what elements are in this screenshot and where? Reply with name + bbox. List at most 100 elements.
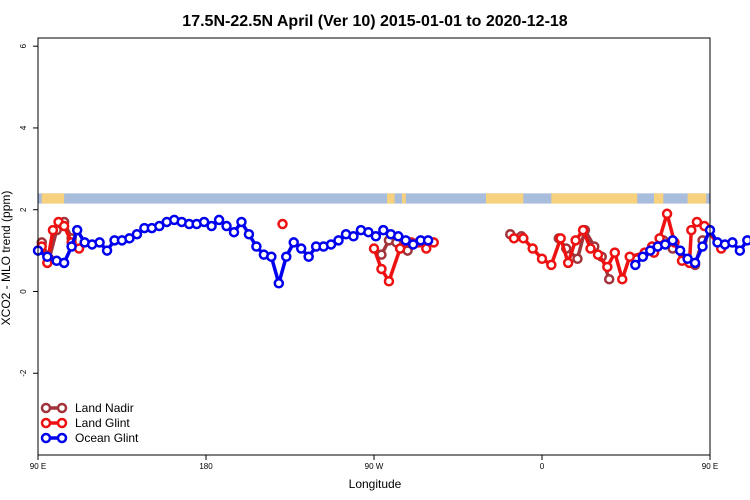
land-glint-point: [661, 208, 673, 220]
land-nadir-point: [572, 253, 583, 265]
ocean-glint-point: [58, 257, 70, 269]
land-glint-point: [536, 253, 548, 265]
ocean-glint-point: [101, 245, 113, 256]
y-axis-label: XCO2 - MLO trend (ppm): [0, 191, 13, 326]
ocean-glint-point: [674, 245, 686, 256]
ocean-glint-point: [206, 220, 217, 232]
land-glint-point: [527, 243, 538, 254]
legend-marker-ocean-glint: [56, 432, 68, 444]
legend-marker-ocean-glint: [40, 432, 52, 444]
ocean-glint-point: [71, 224, 83, 236]
land-glint-point: [617, 273, 628, 285]
ocean-band: [38, 193, 710, 204]
ocean-glint-point: [266, 251, 277, 262]
ocean-glint-point: [303, 251, 314, 262]
ocean-glint-point: [637, 251, 649, 262]
ocean-glint-point: [393, 231, 404, 242]
ocean-glint-point: [630, 259, 641, 271]
ocean-glint-point: [198, 216, 210, 228]
land-glint-point: [609, 247, 621, 258]
ocean-glint-point: [236, 216, 247, 228]
ocean-glint-point: [94, 237, 105, 248]
land-glint-point: [592, 249, 604, 260]
land-glint-point: [383, 276, 395, 287]
ocean-glint-point: [295, 243, 307, 254]
land-glint-point: [394, 243, 406, 254]
land-glint-point: [376, 263, 387, 275]
ocean-glint-point: [325, 239, 337, 250]
land-segment: [41, 193, 65, 204]
legend-marker-land-nadir: [40, 402, 52, 414]
legend-marker-land-nadir: [56, 402, 68, 414]
y-tick-label: -2: [19, 369, 28, 377]
land-glint-point: [602, 261, 613, 273]
ocean-glint-point: [154, 220, 165, 232]
land-ocean-band: [38, 193, 710, 204]
ocean-glint-point: [251, 241, 262, 252]
land-glint-point: [577, 224, 589, 236]
land-glint-line: [514, 212, 723, 281]
ocean-glint-point: [697, 241, 708, 252]
land-glint-point: [368, 243, 380, 254]
land-segment: [387, 193, 395, 204]
ocean-glint-point: [131, 228, 143, 240]
ocean-glint-point: [400, 235, 411, 246]
land-segment: [687, 193, 707, 204]
land-glint-point: [58, 220, 70, 232]
land-glint-point: [546, 259, 557, 271]
y-tick-label: 2: [19, 207, 28, 212]
legend-marker-land-glint: [40, 417, 52, 429]
ocean-glint-point: [378, 224, 389, 236]
ocean-glint-point: [689, 257, 701, 269]
x-tick-label: 90 E: [702, 462, 718, 471]
legend-label-ocean-glint: Ocean Glint: [75, 431, 139, 445]
axes: 90 E 180 90 W 0 90 E -2 0 2 4 6: [19, 43, 718, 471]
ocean-glint-point: [659, 239, 671, 250]
ocean-glint-point: [422, 235, 434, 246]
ocean-glint-point: [348, 231, 359, 242]
ocean-glint-point: [363, 226, 374, 238]
x-tick-label: 90 W: [365, 462, 384, 471]
land-glint-point: [555, 233, 566, 244]
x-tick-label: 180: [199, 462, 213, 471]
chart-title: 17.5N-22.5N April (Ver 10) 2015-01-01 to…: [182, 13, 568, 30]
land-glint-point: [47, 224, 59, 236]
x-tick-label: 0: [540, 462, 545, 471]
land-glint-point: [518, 233, 529, 244]
ocean-glint-point: [66, 241, 77, 252]
ocean-glint-point: [734, 245, 746, 256]
land-glint-point: [562, 257, 574, 269]
legend-label-land-glint: Land Glint: [75, 416, 130, 430]
x-tick-label: 90 E: [30, 462, 46, 471]
ocean-glint-point: [281, 251, 292, 262]
ocean-glint-point: [407, 239, 419, 250]
land-glint-point: [570, 235, 581, 246]
plot-area: [32, 208, 750, 289]
y-tick-label: 0: [19, 289, 28, 294]
land-segment: [551, 193, 638, 204]
ocean-glint-point: [370, 231, 382, 242]
ocean-glint-point: [221, 220, 232, 232]
ocean-glint-point: [288, 237, 299, 248]
ocean-glint-point: [682, 253, 693, 265]
ocean-glint-point: [228, 226, 240, 238]
ocean-glint-point: [273, 278, 285, 289]
y-tick-label: 4: [19, 125, 28, 130]
ocean-glint-point: [243, 228, 255, 240]
land-segment: [402, 193, 406, 204]
ocean-glint-point: [213, 214, 225, 226]
land-segment: [486, 193, 524, 204]
land-glint-point: [585, 243, 596, 254]
ocean-glint-point: [42, 251, 53, 262]
land-glint-point: [691, 216, 703, 228]
ocean-glint-point: [124, 233, 135, 244]
land-glint-point: [686, 224, 697, 236]
x-axis-label: Longitude: [349, 477, 402, 491]
land-segment: [654, 193, 664, 204]
y-tick-label: 6: [19, 43, 28, 48]
land-glint-point: [624, 251, 635, 262]
land-glint-point: [421, 243, 432, 254]
land-nadir-point: [603, 273, 615, 285]
